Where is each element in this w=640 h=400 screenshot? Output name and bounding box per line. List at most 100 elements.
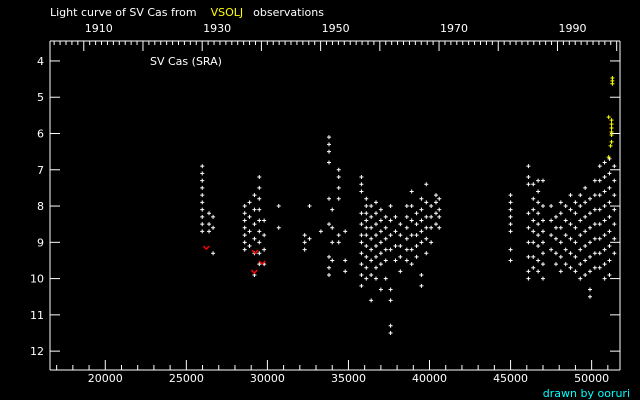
observation-point-white — [200, 229, 205, 234]
observation-point-white — [568, 251, 573, 256]
observation-point-white — [374, 243, 379, 248]
observation-point-white — [563, 247, 568, 252]
observation-point-white — [359, 251, 364, 256]
observation-point-white — [578, 204, 583, 209]
observation-point-white — [536, 200, 541, 205]
observation-point-white — [388, 218, 393, 223]
observation-point-white — [211, 214, 216, 219]
observation-point-white — [419, 196, 424, 201]
observation-point-white — [307, 236, 312, 241]
observation-point-white — [378, 262, 383, 267]
observation-point-white — [327, 160, 332, 165]
observation-point-white — [242, 247, 247, 252]
observation-point-white — [540, 240, 545, 245]
observation-point-white — [207, 211, 212, 216]
observation-point-white — [364, 196, 369, 201]
observation-point-white — [540, 178, 545, 183]
observation-point-white — [583, 243, 588, 248]
observation-point-white — [327, 272, 332, 277]
observation-point-white — [508, 222, 513, 227]
observation-point-white — [419, 207, 424, 212]
observation-point-white — [424, 236, 429, 241]
observation-point-white — [508, 258, 513, 263]
observation-point-white — [378, 287, 383, 292]
observation-point-white — [592, 236, 597, 241]
observation-point-white — [563, 218, 568, 223]
observation-point-white — [540, 218, 545, 223]
observation-point-white — [200, 214, 205, 219]
observation-point-white — [429, 240, 434, 245]
observation-point-white — [330, 207, 335, 212]
observation-point-white — [200, 178, 205, 183]
observation-point-yellow — [609, 126, 614, 131]
observation-point-white — [404, 225, 409, 230]
observation-point-white — [262, 247, 267, 252]
observation-point-white — [597, 193, 602, 198]
observation-point-white — [200, 207, 205, 212]
observation-point-white — [526, 254, 531, 259]
observation-point-white — [398, 243, 403, 248]
observation-point-white — [257, 207, 262, 212]
observation-point-white — [378, 229, 383, 234]
observation-point-white — [531, 207, 536, 212]
observation-point-white — [388, 287, 393, 292]
observation-point-white — [414, 254, 419, 259]
observation-point-white — [429, 214, 434, 219]
observation-point-white — [583, 258, 588, 263]
observation-point-white — [429, 204, 434, 209]
x-tick-label: 35000 — [331, 372, 366, 385]
observation-point-white — [607, 243, 612, 248]
observation-point-white — [573, 225, 578, 230]
observation-point-white — [531, 240, 536, 245]
observation-point-white — [573, 254, 578, 259]
year-tick-label: 1910 — [85, 22, 113, 35]
observation-point-white — [327, 142, 332, 147]
observation-point-white — [563, 262, 568, 267]
observation-point-white — [257, 229, 262, 234]
observation-point-white — [200, 222, 205, 227]
observation-point-white — [409, 247, 414, 252]
observation-point-white — [247, 214, 252, 219]
observation-point-white — [393, 243, 398, 248]
observation-point-white — [302, 240, 307, 245]
observation-point-white — [583, 272, 588, 277]
observation-point-yellow — [608, 143, 613, 148]
observation-point-white — [508, 207, 513, 212]
observation-point-white — [359, 222, 364, 227]
observation-point-white — [549, 233, 554, 238]
observation-point-white — [369, 225, 374, 230]
credit-text: drawn by ooruri — [543, 387, 630, 400]
observation-point-yellow — [606, 115, 611, 120]
observation-point-white — [369, 247, 374, 252]
observation-point-white — [409, 189, 414, 194]
observation-point-white — [383, 236, 388, 241]
observation-point-white — [247, 200, 252, 205]
observation-point-white — [597, 265, 602, 270]
chart-title-source: VSOLJ — [211, 6, 244, 19]
observation-point-white — [597, 251, 602, 256]
observation-point-white — [573, 269, 578, 274]
observation-point-white — [383, 258, 388, 263]
x-tick-label: 45000 — [493, 372, 528, 385]
observation-point-white — [419, 283, 424, 288]
observation-point-white — [602, 204, 607, 209]
observation-point-white — [211, 251, 216, 256]
observation-point-white — [433, 193, 438, 198]
observation-point-white — [200, 164, 205, 169]
y-tick-label: 12 — [30, 345, 44, 358]
observation-point-white — [508, 214, 513, 219]
observation-point-white — [558, 225, 563, 230]
observation-point-white — [568, 207, 573, 212]
y-tick-label: 11 — [30, 309, 44, 322]
observation-point-white — [404, 236, 409, 241]
observation-point-white — [568, 193, 573, 198]
observation-point-white — [588, 240, 593, 245]
y-tick-label: 8 — [37, 200, 44, 213]
observation-point-white — [257, 196, 262, 201]
observation-point-white — [257, 251, 262, 256]
observation-point-white — [364, 233, 369, 238]
observation-point-white — [592, 207, 597, 212]
observation-point-white — [607, 229, 612, 234]
observation-point-white — [388, 204, 393, 209]
